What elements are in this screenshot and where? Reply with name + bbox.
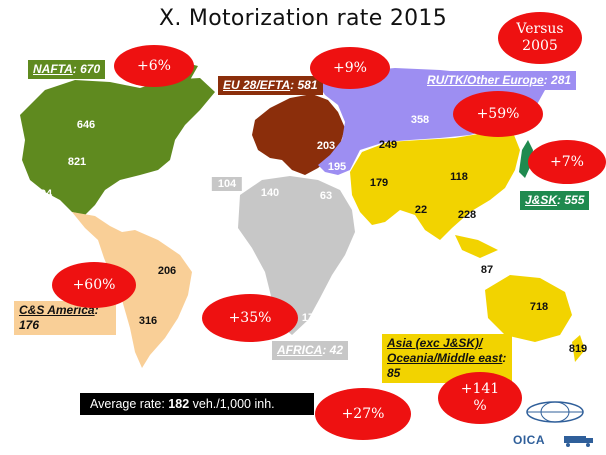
eu-label: EU 28/EFTA: 581: [218, 76, 323, 95]
nafta-shape: [20, 78, 215, 215]
eu-rate: 581: [297, 78, 318, 92]
eu-name: EU 28/EFTA: [223, 78, 291, 92]
jsk-label: J&SK: 555: [520, 191, 590, 210]
growth-bubble-jsk: +7%: [528, 140, 606, 184]
oica-logo-text: OICA: [513, 433, 545, 447]
value-mexico: 294: [33, 188, 53, 200]
oica-logo-icon: [526, 401, 593, 447]
value-argentina: 316: [138, 315, 158, 327]
average-rate-value: 182: [168, 397, 190, 411]
value-turkey: 195: [327, 161, 347, 173]
africa-rate: 42: [329, 343, 344, 357]
value-eu-east: 203: [316, 140, 336, 152]
value-indonesia: 87: [480, 264, 494, 276]
cs-label: C&S America: 176: [14, 301, 116, 335]
growth-bubble-world: +27%: [315, 388, 411, 440]
value-canada: 646: [76, 119, 96, 131]
se-asia-shape: [455, 235, 498, 258]
growth-bubble-ru: +59%: [453, 91, 543, 137]
jsk-name: J&SK: [525, 193, 558, 207]
value-india: 22: [414, 204, 428, 216]
value-south-africa: 176: [301, 312, 321, 324]
ru-label: RU/TK/Other Europe: 281: [422, 71, 577, 90]
value-egypt: 63: [319, 190, 333, 202]
africa-shape: [238, 176, 355, 335]
value-new-zealand: 819: [568, 343, 588, 355]
new-zealand-shape: [572, 335, 585, 362]
value-australia: 718: [529, 301, 549, 313]
value-brazil: 206: [157, 265, 177, 277]
africa-name: AFRICA: [277, 343, 323, 357]
value-china: 118: [450, 171, 468, 183]
average-rate-suffix: veh./1,000 inh.: [189, 397, 275, 411]
value-thailand: 228: [457, 209, 477, 221]
value-west-africa: 104: [211, 177, 243, 191]
growth-bubble-nafta: +6%: [114, 45, 194, 87]
value-kazakhstan: 249: [378, 139, 398, 151]
average-rate-prefix: Average rate:: [90, 397, 169, 411]
slide-title: X. Motorization rate 2015: [158, 6, 448, 31]
cs-rate: 176: [19, 318, 40, 332]
jsk-rate: 555: [564, 193, 585, 207]
australia-shape: [485, 275, 572, 342]
cs-name: C&S America: [19, 303, 95, 317]
versus-2005-bubble: Versus 2005: [498, 12, 582, 64]
ru-name: RU/TK/Other Europe: [427, 73, 544, 87]
jsk-shape: [519, 140, 533, 178]
nafta-rate: 670: [80, 62, 101, 76]
ru-rate: 281: [551, 73, 572, 87]
average-rate-bar: Average rate: 182 veh./1,000 inh.: [80, 393, 314, 415]
value-north-africa: 140: [260, 187, 280, 199]
nafta-name: NAFTA: [33, 62, 73, 76]
growth-bubble-cs-america: +60%: [52, 262, 136, 308]
growth-bubble-africa: +35%: [202, 294, 298, 342]
asia-rate: 85: [387, 366, 401, 380]
growth-bubble-eu: +9%: [310, 47, 390, 89]
value-russia: 358: [410, 114, 430, 126]
value-iran: 179: [369, 177, 389, 189]
africa-label: AFRICA: 42: [272, 341, 349, 360]
nafta-label: NAFTA: 670: [28, 60, 106, 79]
asia-shape: [350, 130, 520, 240]
eu-shape: [252, 94, 345, 175]
growth-bubble-asia: +141 %: [438, 372, 522, 424]
value-usa: 821: [67, 156, 87, 168]
asia-name: Asia (exc J&SK)/ Oceania/Middle east: [387, 336, 503, 365]
